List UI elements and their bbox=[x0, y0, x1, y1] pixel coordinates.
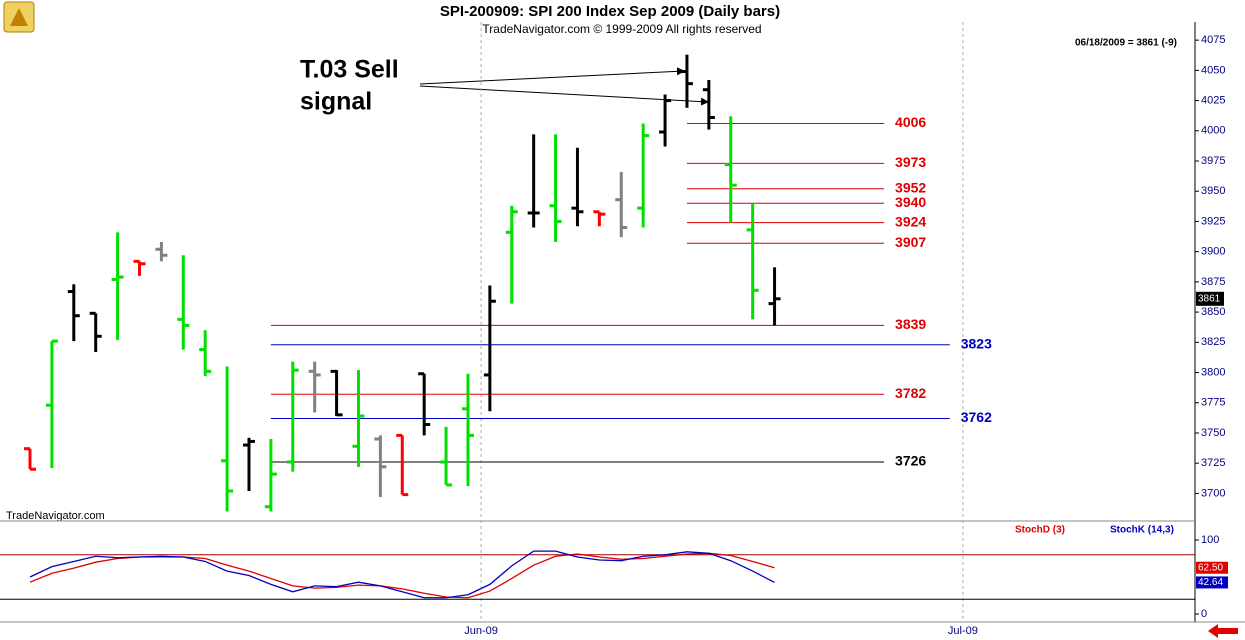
x-tick-label: Jun-09 bbox=[464, 625, 498, 637]
watermark: TradeNavigator.com bbox=[6, 510, 105, 522]
chart-subtitle: TradeNavigator.com © 1999-2009 All right… bbox=[482, 22, 761, 36]
y-tick-label: 3825 bbox=[1201, 336, 1225, 348]
level-label: 3726 bbox=[895, 453, 926, 469]
level-label: 3762 bbox=[961, 409, 992, 425]
y-tick-label: 3700 bbox=[1201, 487, 1225, 499]
level-label: 4006 bbox=[895, 114, 926, 130]
y-tick-label: 3925 bbox=[1201, 215, 1225, 227]
y-tick-label: 3750 bbox=[1201, 427, 1225, 439]
y-tick-label: 3900 bbox=[1201, 246, 1225, 258]
legend-label: StochD (3) bbox=[1015, 525, 1065, 536]
y-tick-label: 100 bbox=[1201, 534, 1219, 546]
last-price-box bbox=[1196, 291, 1224, 306]
header-label: 06/18/2009 = 3861 (-9) bbox=[1075, 38, 1177, 49]
annotation-arrow bbox=[419, 67, 685, 85]
y-tick-label: 3775 bbox=[1201, 397, 1225, 409]
nav-arrow[interactable] bbox=[1208, 624, 1238, 638]
legend-label: StochK (14,3) bbox=[1110, 525, 1174, 536]
level-label: 3823 bbox=[961, 335, 992, 351]
x-tick-label: Jul-09 bbox=[948, 625, 978, 637]
y-tick-label: 3875 bbox=[1201, 276, 1225, 288]
y-tick-label: 3725 bbox=[1201, 457, 1225, 469]
stoch-line bbox=[29, 550, 775, 599]
last-price-label: 3861 bbox=[1198, 293, 1221, 304]
y-tick-label: 4050 bbox=[1201, 64, 1225, 76]
annotation: T.03 Sell bbox=[300, 56, 399, 84]
value-label: 42.64 bbox=[1198, 577, 1223, 588]
logo bbox=[3, 1, 35, 33]
level-label: 3907 bbox=[895, 234, 926, 250]
level-label: 3940 bbox=[895, 194, 926, 210]
y-tick-label: 3800 bbox=[1201, 366, 1225, 378]
level-label: 3782 bbox=[895, 385, 926, 401]
y-tick-label: 4075 bbox=[1201, 34, 1225, 46]
level-label: 3973 bbox=[895, 154, 926, 170]
value-label: 62.50 bbox=[1198, 562, 1223, 573]
chart-title: SPI-200909: SPI 200 Index Sep 2009 (Dail… bbox=[440, 3, 780, 20]
value-label-box bbox=[1196, 576, 1228, 589]
value-label-box bbox=[1196, 561, 1228, 574]
y-tick-label: 4025 bbox=[1201, 94, 1225, 106]
level-label: 3924 bbox=[895, 213, 926, 229]
level-label: 3952 bbox=[895, 180, 926, 196]
annotation-arrow bbox=[419, 85, 709, 106]
annotation: signal bbox=[300, 88, 372, 116]
y-tick-label: 3950 bbox=[1201, 185, 1225, 197]
y-tick-label: 0 bbox=[1201, 608, 1207, 620]
y-tick-label: 4000 bbox=[1201, 125, 1225, 137]
y-tick-label: 3975 bbox=[1201, 155, 1225, 167]
y-tick-label: 3850 bbox=[1201, 306, 1225, 318]
level-label: 3839 bbox=[895, 316, 926, 332]
